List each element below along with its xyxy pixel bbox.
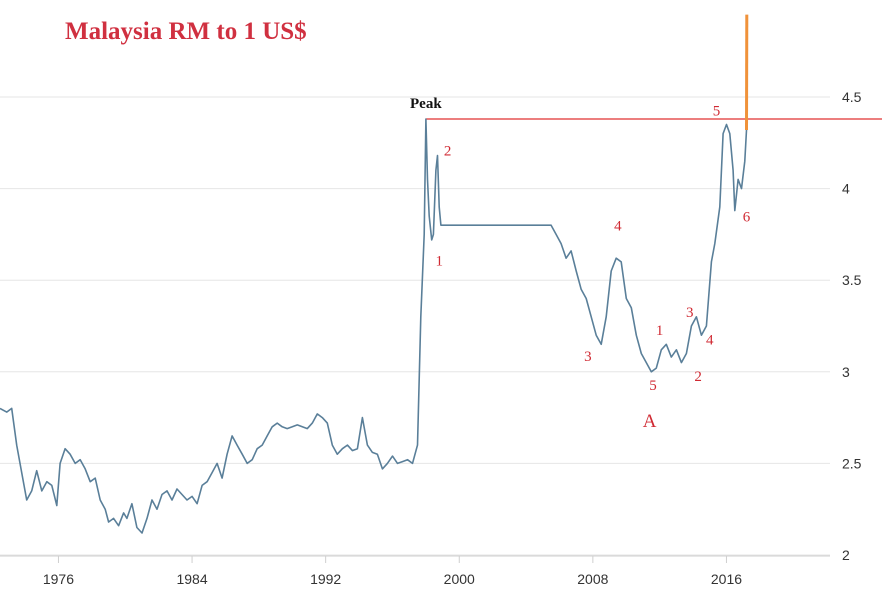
wave-label: 4	[706, 332, 714, 348]
wave-label: A	[643, 411, 657, 432]
wave-label: 3	[584, 349, 592, 365]
x-tick-label: 2016	[711, 571, 742, 587]
wave-label: 4	[614, 219, 622, 235]
y-axis-layer: 2 2.5 3 3.5 4 4.5	[842, 89, 862, 563]
y-tick-label: 4	[842, 181, 850, 197]
x-axis-layer: 1976 1984 1992 2000 2008 2016	[0, 555, 830, 587]
wave-label: 5	[649, 378, 657, 394]
exchange-rate-line	[0, 118, 748, 534]
wave-label: 5	[713, 103, 721, 119]
peak-annotation: Peak	[410, 96, 442, 112]
x-tick-label: 1984	[176, 571, 207, 587]
y-tick-label: 3	[842, 364, 850, 380]
wave-label: 1	[656, 323, 664, 339]
wave-label: 3	[686, 305, 694, 321]
y-tick-label: 3.5	[842, 272, 862, 288]
grid-layer	[0, 96, 830, 556]
x-tick-label: 2000	[444, 571, 475, 587]
wave-label: 2	[694, 369, 702, 385]
wave-label: 6	[743, 210, 751, 226]
annotations-layer: Peak214315A324567	[410, 0, 764, 432]
y-tick-label: 2	[842, 547, 850, 563]
wave-label: 2	[444, 144, 452, 160]
y-tick-label: 2.5	[842, 455, 862, 471]
chart-title: Malaysia RM to 1 US$	[65, 18, 307, 45]
x-tick-label: 1976	[43, 571, 74, 587]
wave-label: 7	[756, 0, 764, 4]
x-tick-label: 2008	[577, 571, 608, 587]
x-tick-label: 1992	[310, 571, 341, 587]
wave-label: 1	[435, 254, 443, 270]
series-layer	[0, 14, 749, 534]
y-tick-label: 4.5	[842, 89, 862, 105]
